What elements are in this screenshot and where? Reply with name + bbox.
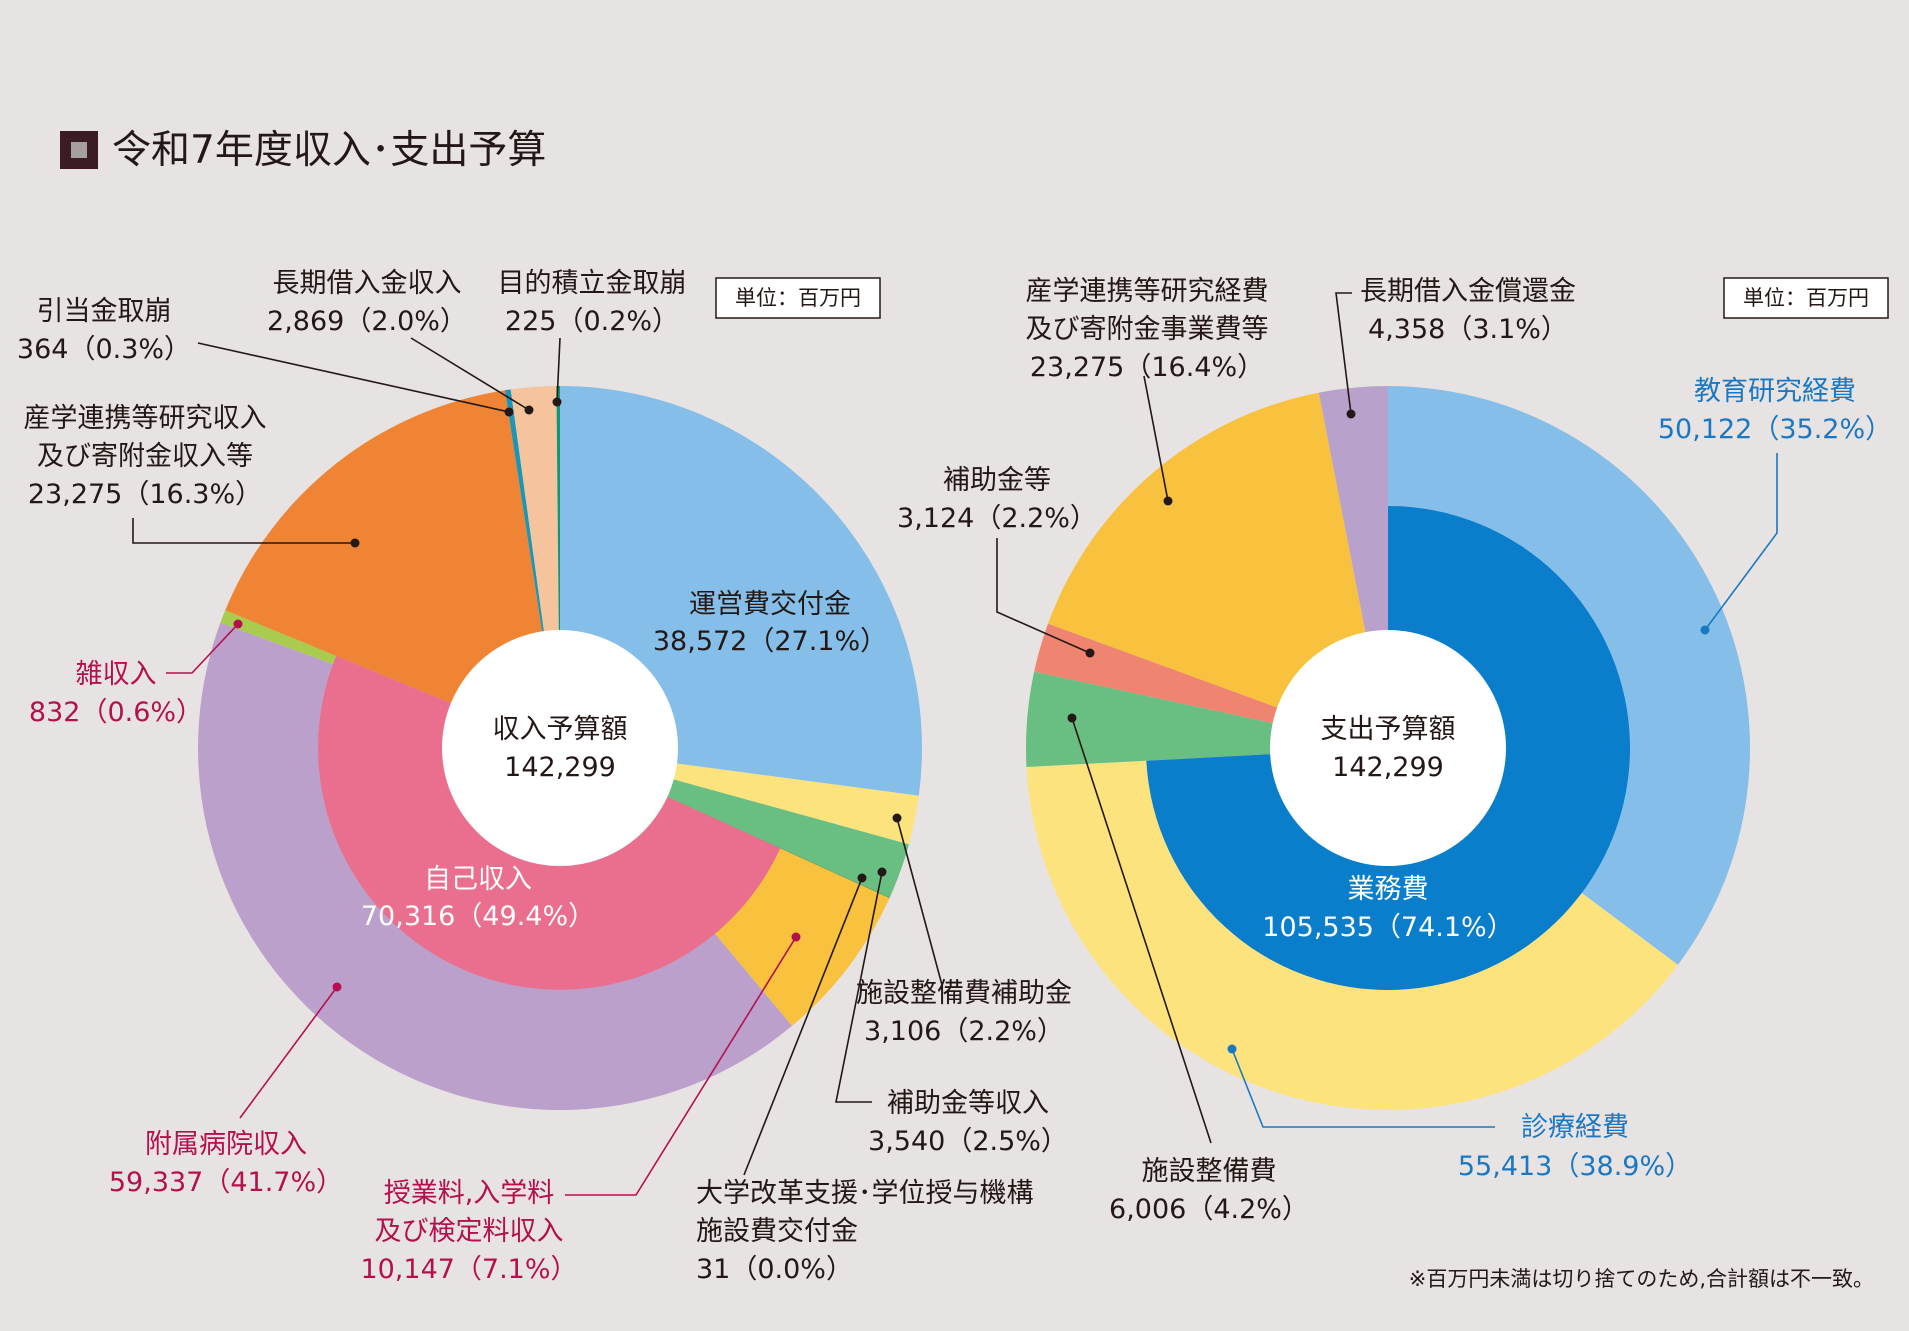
label-shinryo: 診療経費 55,413（38.9%） — [1227, 1044, 1692, 1182]
expenditure-slice-sangaku — [1048, 392, 1388, 748]
label-karikomi-value: 2,869（2.0%） — [267, 306, 467, 337]
label-mokuteki-value: 225（0.2%） — [505, 306, 679, 337]
title-square-inner — [71, 142, 87, 158]
label-shisetsu-seibi-value: 6,006（4.2%） — [1109, 1194, 1309, 1225]
label-shisetsu-value: 3,106（2.2%） — [864, 1016, 1064, 1047]
label-byoin-value: 59,337（41.7%） — [109, 1167, 343, 1198]
chart-title: 令和7年度収入･支出予算 — [112, 128, 546, 173]
revenue-slice-sangaku — [225, 390, 561, 748]
label-jugyoryo: 授業料,入学料 及び検定料収入 10,147（7.1%） — [360, 932, 801, 1285]
expenditure-center-hole — [1270, 630, 1506, 866]
label-shinryo-value: 55,413（38.9%） — [1458, 1151, 1692, 1182]
label-shisetsu-seibi: 施設整備費 6,006（4.2%） — [1067, 713, 1309, 1225]
revenue-total: 142,299 — [504, 752, 616, 783]
label-daigaku-name-1: 大学改革支援･学位授与機構 — [696, 1178, 1034, 1209]
label-shisetsu-seibi-name: 施設整備費 — [1142, 1156, 1277, 1187]
revenue-center-label: 収入予算額 — [493, 714, 628, 745]
label-hojokin: 補助金等 3,124（2.2%） — [897, 465, 1097, 658]
label-unei-value: 38,572（27.1%） — [653, 626, 887, 657]
label-unei: 運営費交付金 38,572（27.1%） — [653, 589, 887, 657]
label-hojo-name: 補助金等収入 — [887, 1088, 1049, 1119]
label-gyomuhi-name: 業務費 — [1348, 874, 1429, 905]
label-shokan-name: 長期借入金償還金 — [1360, 276, 1576, 307]
label-jiko: 自己収入 70,316（49.4%） — [361, 864, 595, 932]
label-gyomuhi: 業務費 105,535（74.1%） — [1262, 874, 1513, 943]
label-kyoiku: 教育研究経費 50,122（35.2%） — [1658, 376, 1892, 635]
label-hikiate-name: 引当金取崩 — [37, 296, 172, 327]
label-shokan: 長期借入金償還金 4,358（3.1%） — [1335, 276, 1576, 419]
label-mokuteki: 目的積立金取崩 225（0.2%） — [498, 268, 687, 407]
label-hojokin-name: 補助金等 — [943, 465, 1051, 496]
label-karikomi-name: 長期借入金収入 — [273, 268, 462, 299]
label-unei-name: 運営費交付金 — [689, 589, 851, 620]
label-hikiate: 引当金取崩 364（0.3%） — [17, 296, 514, 417]
label-shokan-value: 4,358（3.1%） — [1368, 314, 1568, 345]
label-mokuteki-name: 目的積立金取崩 — [498, 268, 687, 299]
label-daigaku-value: 31（0.0%） — [696, 1254, 853, 1285]
label-jugyo-value: 10,147（7.1%） — [360, 1254, 577, 1285]
label-jiko-name: 自己収入 — [424, 864, 532, 895]
label-gyomuhi-value: 105,535（74.1%） — [1262, 912, 1513, 943]
label-hojokin-value: 3,124（2.2%） — [897, 503, 1097, 534]
label-hikiate-value: 364（0.3%） — [17, 334, 191, 365]
label-sangaku-keihi: 産学連携等研究経費 及び寄附金事業費等 23,275（16.4%） — [1026, 276, 1269, 506]
label-zatsu-name: 雑収入 — [76, 659, 157, 690]
label-kyoiku-name: 教育研究経費 — [1694, 376, 1856, 407]
label-jugyo-name-1: 授業料,入学料 — [384, 1178, 555, 1209]
label-sangaku-name-1: 産学連携等研究収入 — [24, 403, 267, 434]
label-daigaku-kaikaku: 大学改革支援･学位授与機構 施設費交付金 31（0.0%） — [696, 873, 1034, 1285]
figure-title: 令和7年度収入･支出予算 — [60, 128, 546, 173]
footnote: ※百万円未満は切り捨てのため,合計額は不一致。 — [1409, 1267, 1874, 1291]
label-zatsu: 雑収入 832（0.6%） — [29, 619, 243, 728]
label-shinryo-name: 診療経費 — [1521, 1112, 1629, 1143]
label-sangaku-keihi-name-1: 産学連携等研究経費 — [1026, 276, 1269, 307]
unit-box-expenditure: 単位：百万円 — [1723, 277, 1889, 319]
revenue-center-hole — [442, 630, 678, 866]
expenditure-center-label: 支出予算額 — [1321, 714, 1456, 745]
label-sangaku-value: 23,275（16.3%） — [28, 479, 262, 510]
label-karikomi: 長期借入金収入 2,869（2.0%） — [267, 268, 534, 415]
unit-label-expenditure: 単位：百万円 — [1743, 286, 1869, 310]
label-byoin: 附属病院収入 59,337（41.7%） — [109, 982, 343, 1198]
label-daigaku-name-2: 施設費交付金 — [696, 1216, 858, 1247]
label-shisetsu-hojokin: 施設整備費補助金 3,106（2.2%） — [856, 813, 1072, 1047]
expenditure-total: 142,299 — [1332, 752, 1444, 783]
label-kyoiku-value: 50,122（35.2%） — [1658, 414, 1892, 445]
label-jiko-value: 70,316（49.4%） — [361, 901, 595, 932]
label-sangaku-keihi-name-2: 及び寄附金事業費等 — [1026, 314, 1269, 345]
label-byoin-name: 附属病院収入 — [145, 1129, 307, 1160]
label-hojo-value: 3,540（2.5%） — [868, 1126, 1068, 1157]
label-hojokin-shunyu: 補助金等収入 3,540（2.5%） — [835, 867, 1068, 1157]
label-sangaku-name-2: 及び寄附金収入等 — [37, 441, 253, 472]
label-sangaku: 産学連携等研究収入 及び寄附金収入等 23,275（16.3%） — [24, 403, 360, 548]
label-jugyo-name-2: 及び検定料収入 — [375, 1216, 564, 1247]
label-sangaku-keihi-value: 23,275（16.4%） — [1030, 352, 1264, 383]
label-shisetsu-name: 施設整備費補助金 — [856, 978, 1072, 1009]
unit-box-revenue: 単位：百万円 — [715, 277, 881, 319]
unit-label-revenue: 単位：百万円 — [735, 286, 861, 310]
label-zatsu-value: 832（0.6%） — [29, 697, 203, 728]
